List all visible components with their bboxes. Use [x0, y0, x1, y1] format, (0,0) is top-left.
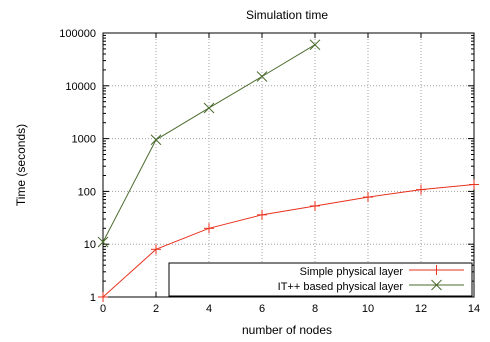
series-group: [97, 39, 479, 302]
y-tick-label: 1000: [72, 134, 96, 146]
y-axis-label: Time (seconds): [14, 124, 28, 206]
legend-label-simple: Simple physical layer: [300, 266, 404, 278]
x-tick-label: 2: [153, 303, 159, 315]
legend-box: [168, 262, 473, 297]
y-tick-label: 10000: [65, 81, 96, 93]
series-0: [98, 179, 479, 302]
x-tick-label: 10: [362, 303, 374, 315]
data-point: [203, 102, 215, 114]
legend: Simple physical layer IT++ based physica…: [168, 262, 473, 297]
y-tick-label: 100: [78, 186, 96, 198]
legend-marks: [409, 265, 464, 291]
y-tick-label: 1: [90, 292, 96, 304]
plot-frame: [102, 32, 475, 298]
y-tick-label: 100000: [59, 28, 96, 40]
data-point: [150, 134, 162, 146]
data-point: [97, 236, 109, 248]
x-tick-label: 6: [259, 303, 265, 315]
series-line: [102, 184, 475, 298]
legend-label-itpp: IT++ based physical layer: [278, 281, 404, 293]
legend-marker: [431, 279, 442, 291]
grid: [103, 33, 474, 297]
x-tick-label: 14: [468, 303, 480, 315]
x-tick-label: 4: [206, 303, 212, 315]
series-1: [97, 39, 321, 248]
y-tick-label: 10: [84, 239, 96, 251]
x-tick-label: 0: [100, 303, 106, 315]
data-point: [309, 39, 321, 51]
chart-title: Simulation time: [246, 8, 328, 22]
x-axis-label: number of nodes: [242, 323, 332, 337]
series-line: [102, 44, 316, 243]
x-tick-label: 8: [312, 303, 318, 315]
x-tick-label: 12: [415, 303, 427, 315]
data-point: [256, 71, 268, 82]
